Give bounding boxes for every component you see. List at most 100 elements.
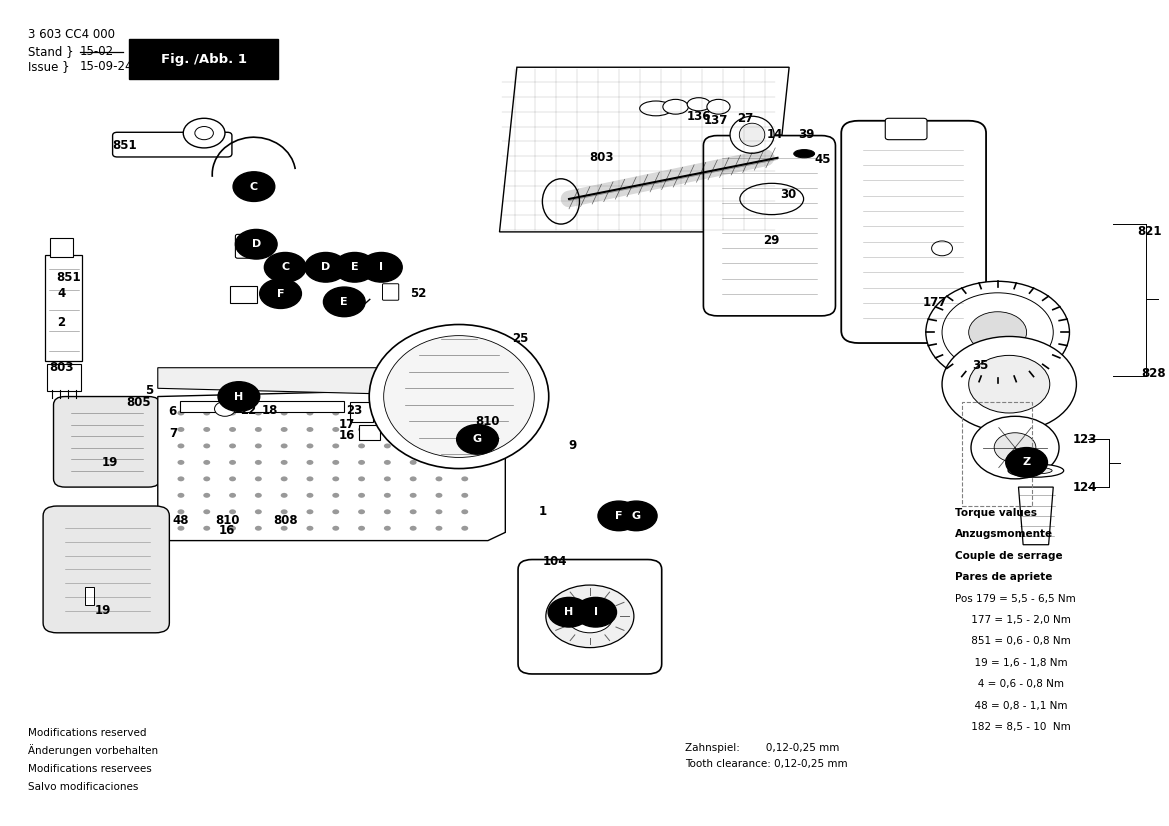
Text: 136: 136 bbox=[686, 110, 711, 123]
Circle shape bbox=[264, 253, 306, 282]
Text: 19 = 1,6 - 1,8 Nm: 19 = 1,6 - 1,8 Nm bbox=[955, 657, 1067, 667]
Circle shape bbox=[306, 444, 313, 449]
Text: I: I bbox=[594, 607, 597, 617]
Circle shape bbox=[462, 477, 469, 482]
Circle shape bbox=[358, 493, 365, 498]
Text: 17: 17 bbox=[217, 392, 234, 405]
Circle shape bbox=[436, 493, 442, 498]
Text: 124: 124 bbox=[1072, 481, 1097, 494]
Text: 4 = 0,6 - 0,8 Nm: 4 = 0,6 - 0,8 Nm bbox=[955, 679, 1064, 689]
Circle shape bbox=[203, 477, 210, 482]
Text: 48: 48 bbox=[473, 431, 490, 444]
Polygon shape bbox=[1018, 487, 1053, 544]
Text: Modifications reserved: Modifications reserved bbox=[28, 728, 146, 738]
FancyBboxPatch shape bbox=[235, 235, 261, 259]
Circle shape bbox=[332, 411, 339, 415]
Circle shape bbox=[615, 501, 657, 531]
Circle shape bbox=[969, 355, 1050, 413]
Circle shape bbox=[281, 477, 288, 482]
Circle shape bbox=[255, 477, 262, 482]
Text: 52: 52 bbox=[410, 287, 427, 300]
Text: 104: 104 bbox=[542, 555, 567, 567]
Text: 803: 803 bbox=[49, 361, 74, 374]
Text: Pares de apriete: Pares de apriete bbox=[955, 572, 1052, 582]
Circle shape bbox=[306, 526, 313, 531]
Circle shape bbox=[178, 477, 185, 482]
Circle shape bbox=[462, 411, 469, 415]
Text: 30: 30 bbox=[780, 188, 796, 202]
Circle shape bbox=[942, 292, 1053, 372]
Text: 808: 808 bbox=[272, 514, 298, 526]
Ellipse shape bbox=[542, 178, 580, 224]
FancyBboxPatch shape bbox=[129, 40, 278, 78]
Text: 39: 39 bbox=[798, 128, 815, 141]
FancyBboxPatch shape bbox=[518, 559, 662, 674]
Circle shape bbox=[306, 477, 313, 482]
Circle shape bbox=[383, 427, 390, 432]
Circle shape bbox=[178, 460, 185, 465]
Circle shape bbox=[260, 279, 302, 308]
Circle shape bbox=[255, 460, 262, 465]
Polygon shape bbox=[158, 368, 505, 396]
Circle shape bbox=[229, 444, 236, 449]
Text: 27: 27 bbox=[736, 112, 753, 125]
Circle shape bbox=[281, 411, 288, 415]
Circle shape bbox=[203, 460, 210, 465]
Text: Änderungen vorbehalten: Änderungen vorbehalten bbox=[28, 744, 158, 756]
FancyBboxPatch shape bbox=[180, 401, 345, 412]
Circle shape bbox=[229, 493, 236, 498]
Circle shape bbox=[383, 477, 390, 482]
Circle shape bbox=[332, 477, 339, 482]
Ellipse shape bbox=[639, 101, 672, 116]
Text: 29: 29 bbox=[763, 234, 780, 247]
Ellipse shape bbox=[763, 144, 787, 172]
Text: Fig. /Abb. 1: Fig. /Abb. 1 bbox=[160, 53, 247, 65]
Text: 1: 1 bbox=[538, 506, 546, 518]
Circle shape bbox=[178, 526, 185, 531]
Text: 6: 6 bbox=[168, 405, 177, 418]
Text: 19: 19 bbox=[102, 456, 118, 469]
Polygon shape bbox=[499, 67, 789, 232]
Text: 810: 810 bbox=[476, 415, 500, 428]
Text: 182 = 8,5 - 10  Nm: 182 = 8,5 - 10 Nm bbox=[955, 722, 1071, 732]
Circle shape bbox=[409, 493, 416, 498]
Circle shape bbox=[255, 411, 262, 415]
Text: E: E bbox=[340, 297, 348, 307]
Circle shape bbox=[358, 444, 365, 449]
FancyBboxPatch shape bbox=[46, 255, 83, 361]
Circle shape bbox=[229, 526, 236, 531]
Circle shape bbox=[235, 230, 277, 259]
Circle shape bbox=[383, 444, 390, 449]
Circle shape bbox=[994, 433, 1036, 463]
Circle shape bbox=[195, 126, 214, 140]
Text: Modifications reservees: Modifications reservees bbox=[28, 764, 152, 774]
Circle shape bbox=[306, 510, 313, 515]
Circle shape bbox=[229, 460, 236, 465]
Circle shape bbox=[567, 600, 613, 633]
Circle shape bbox=[332, 493, 339, 498]
Circle shape bbox=[281, 526, 288, 531]
Text: D: D bbox=[321, 263, 331, 273]
Circle shape bbox=[281, 444, 288, 449]
Circle shape bbox=[462, 427, 469, 432]
Circle shape bbox=[332, 444, 339, 449]
FancyBboxPatch shape bbox=[382, 284, 399, 300]
Circle shape bbox=[409, 510, 416, 515]
FancyBboxPatch shape bbox=[885, 118, 927, 140]
Text: 15-02: 15-02 bbox=[81, 45, 115, 58]
Circle shape bbox=[971, 416, 1059, 479]
Circle shape bbox=[599, 501, 639, 531]
Text: D: D bbox=[251, 240, 261, 249]
Circle shape bbox=[436, 411, 442, 415]
Text: 851: 851 bbox=[112, 139, 137, 152]
Text: 15-09-24: 15-09-24 bbox=[81, 59, 133, 73]
Text: 19: 19 bbox=[95, 604, 111, 617]
Circle shape bbox=[306, 411, 313, 415]
Circle shape bbox=[383, 460, 390, 465]
Ellipse shape bbox=[687, 97, 711, 111]
Circle shape bbox=[462, 444, 469, 449]
FancyBboxPatch shape bbox=[85, 586, 94, 605]
FancyBboxPatch shape bbox=[350, 402, 373, 422]
Circle shape bbox=[255, 526, 262, 531]
Ellipse shape bbox=[1008, 464, 1064, 477]
